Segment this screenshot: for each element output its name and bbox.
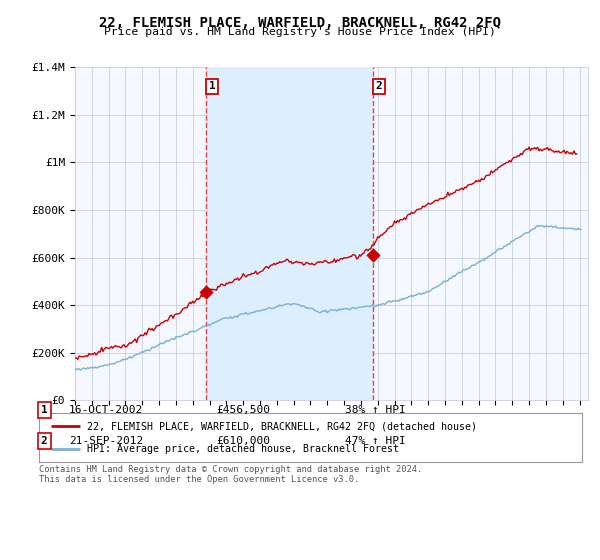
Text: Price paid vs. HM Land Registry's House Price Index (HPI): Price paid vs. HM Land Registry's House … — [104, 27, 496, 37]
Text: 22, FLEMISH PLACE, WARFIELD, BRACKNELL, RG42 2FQ (detached house): 22, FLEMISH PLACE, WARFIELD, BRACKNELL, … — [87, 421, 477, 431]
Point — [368, 251, 378, 260]
Text: This data is licensed under the Open Government Licence v3.0.: This data is licensed under the Open Gov… — [39, 475, 359, 484]
Text: 2: 2 — [41, 436, 47, 446]
Text: £456,500: £456,500 — [216, 405, 270, 415]
Text: 22, FLEMISH PLACE, WARFIELD, BRACKNELL, RG42 2FQ: 22, FLEMISH PLACE, WARFIELD, BRACKNELL, … — [99, 16, 501, 30]
Text: 1: 1 — [209, 82, 215, 91]
Text: Contains HM Land Registry data © Crown copyright and database right 2024.: Contains HM Land Registry data © Crown c… — [39, 465, 422, 474]
Text: 16-OCT-2002: 16-OCT-2002 — [69, 405, 143, 415]
Text: 21-SEP-2012: 21-SEP-2012 — [69, 436, 143, 446]
Text: 2: 2 — [376, 82, 382, 91]
Text: 47% ↑ HPI: 47% ↑ HPI — [345, 436, 406, 446]
Text: 38% ↑ HPI: 38% ↑ HPI — [345, 405, 406, 415]
Text: £610,000: £610,000 — [216, 436, 270, 446]
Point — [201, 287, 211, 296]
Text: 1: 1 — [41, 405, 47, 415]
Text: HPI: Average price, detached house, Bracknell Forest: HPI: Average price, detached house, Brac… — [87, 444, 399, 454]
Bar — [206, 67, 373, 400]
